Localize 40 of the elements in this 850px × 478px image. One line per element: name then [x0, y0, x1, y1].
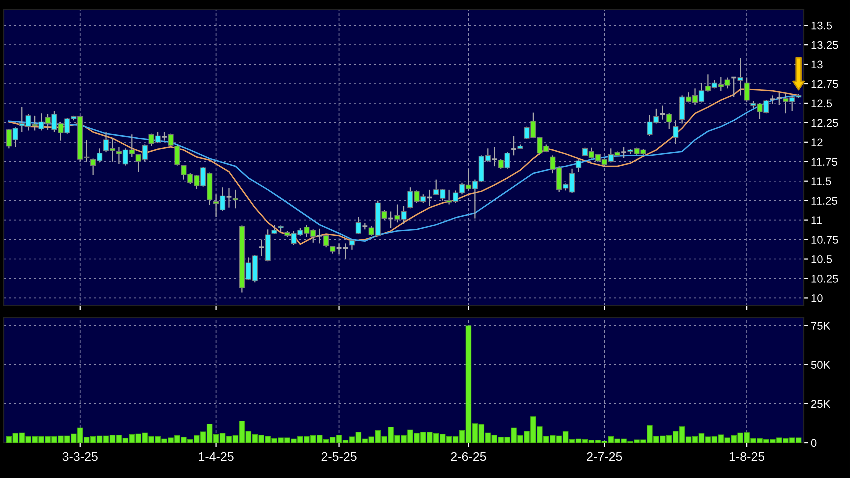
candlestick	[620, 146, 628, 159]
y-tick-label: 0	[811, 439, 817, 448]
y-tick-label: 11.25	[812, 197, 838, 205]
x-tick-label: 2-7-25	[587, 452, 622, 462]
candlestick	[491, 146, 498, 168]
y-tick-label: 12	[812, 138, 823, 146]
x-tick-label: 1-8-25	[730, 452, 765, 462]
x-tick-label: 3-3-25	[62, 452, 98, 462]
y-tick-label: 10	[812, 294, 823, 302]
y-tick-label: 12.25	[812, 119, 838, 128]
y-tick-label: 11.75	[812, 158, 838, 166]
x-tick-label: 2-5-25	[322, 452, 357, 462]
candlestick	[510, 136, 518, 156]
x-tick-label: 2-6-25	[451, 452, 486, 462]
candlestick	[744, 77, 750, 102]
candlestick	[576, 159, 582, 173]
y-tick-label: 50K	[811, 361, 831, 370]
y-tick-label: 13	[812, 60, 823, 69]
candlestick	[232, 189, 239, 210]
candlestick	[673, 120, 679, 145]
y-tick-label: 75K	[812, 322, 831, 330]
y-tick-label: 10.25	[812, 275, 838, 283]
candlestick	[174, 144, 180, 166]
candlestick	[660, 105, 666, 120]
y-tick-label: 11	[812, 216, 822, 224]
candlestick	[316, 228, 324, 244]
y-tick-label: 12.75	[812, 80, 838, 88]
y-tick-label: 10.75	[812, 236, 838, 244]
candlestick	[226, 188, 233, 208]
x-tick-label: 1-4-25	[199, 452, 234, 462]
y-tick-label: 10.5	[812, 256, 832, 264]
y-tick-label: 13.5	[812, 22, 832, 30]
candlestick	[258, 239, 265, 257]
candlestick	[342, 243, 350, 260]
y-tick-label: 25K	[812, 400, 831, 408]
y-tick-label: 11.5	[812, 178, 832, 186]
y-tick-label: 12.5	[812, 100, 832, 108]
candlestick	[272, 224, 278, 235]
candlestick	[336, 243, 343, 256]
y-tick-label: 13.25	[812, 41, 838, 50]
